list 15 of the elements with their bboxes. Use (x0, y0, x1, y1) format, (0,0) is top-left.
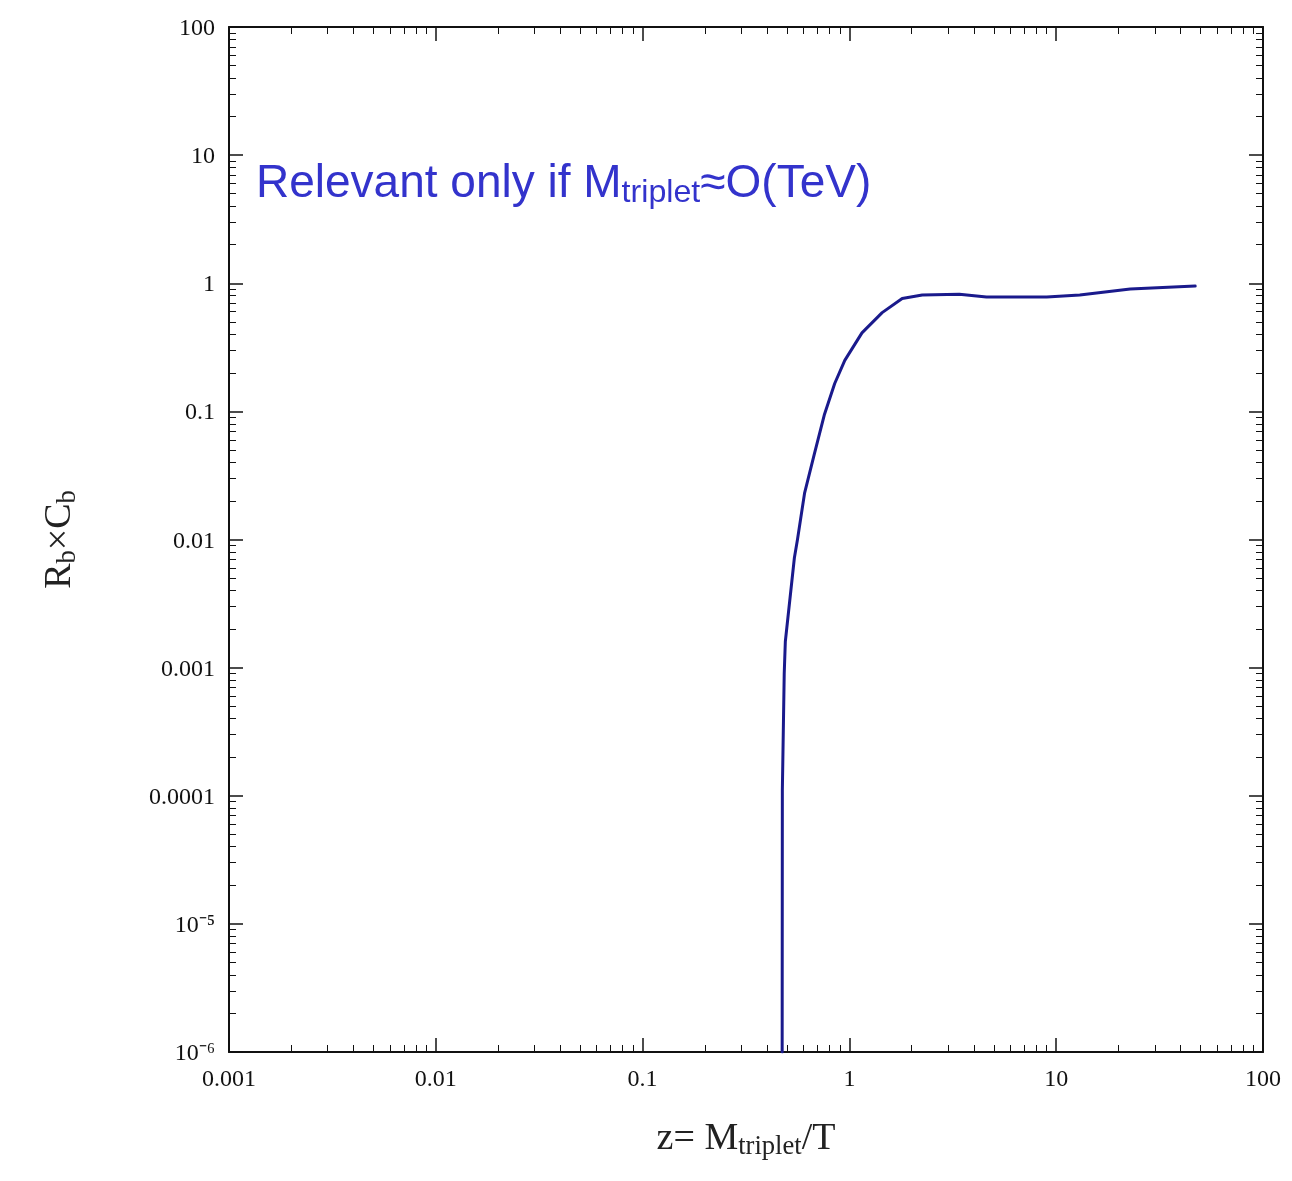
y-tick-label: 0.001 (161, 654, 215, 681)
y-tick-label: 1 (203, 270, 215, 297)
y-tick-label: 0.1 (185, 398, 215, 425)
x-tick-label: 1 (843, 1065, 856, 1091)
x-tick-label: 100 (1245, 1065, 1281, 1091)
y-tick-label: 0.01 (173, 526, 215, 553)
y-tick-label: 10⁻⁶ (174, 1039, 215, 1065)
y-tick-label: 10⁻⁵ (174, 910, 215, 937)
x-tick-label: 10 (1044, 1065, 1069, 1091)
y-axis-title: Rb×Cb (35, 490, 81, 589)
x-tick-label: 0.1 (627, 1065, 658, 1091)
x-tick-label: 0.01 (414, 1065, 457, 1091)
y-tick-label: 10 (191, 142, 215, 169)
y-tick-label: 100 (179, 14, 215, 40)
y-tick-label: 0.0001 (149, 782, 215, 809)
